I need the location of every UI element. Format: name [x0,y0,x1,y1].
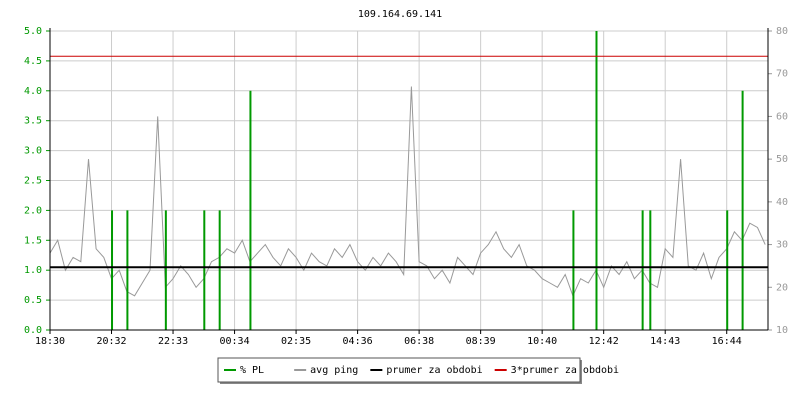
x-tick-label: 00:34 [220,336,250,347]
legend-label: prumer za obdobi [386,365,482,376]
y2-tick-label: 20 [776,282,788,293]
y-tick-label: 0.0 [24,325,42,336]
legend [217,357,581,383]
x-tick-label: 06:38 [404,336,434,347]
y-tick-label: 4.5 [24,56,42,67]
y-tick-label: 2.0 [24,205,42,216]
x-tick-label: 16:44 [712,336,742,347]
x-tick-label: 18:30 [35,336,65,347]
y2-tick-label: 60 [776,111,788,122]
y2-tick-label: 50 [776,154,788,165]
x-tick-label: 10:40 [527,336,557,347]
y2-tick-label: 70 [776,69,788,80]
x-tick-label: 12:42 [589,336,619,347]
x-tick-label: 04:36 [343,336,373,347]
y-tick-label: 5.0 [24,26,42,37]
y2-tick-label: 10 [776,325,788,336]
y2-tick-label: 80 [776,26,788,37]
y-tick-label: 1.5 [24,235,42,246]
x-tick-label: 14:43 [650,336,680,347]
y-tick-label: 1.0 [24,265,42,276]
x-tick-label: 02:35 [281,336,311,347]
legend-label: % PL [240,365,264,376]
y2-tick-label: 40 [776,197,788,208]
x-tick-label: 22:33 [158,336,188,347]
y-tick-label: 2.5 [24,176,42,187]
y-tick-label: 0.5 [24,295,42,306]
y-tick-label: 3.0 [24,146,42,157]
y-tick-label: 4.0 [24,86,42,97]
x-tick-label: 20:32 [96,336,126,347]
y-tick-label: 3.5 [24,116,42,127]
legend-label: avg ping [310,365,358,376]
x-tick-label: 08:39 [466,336,496,347]
legend-label: 3*prumer za obdobi [511,365,619,376]
chart-title: 109.164.69.141 [358,9,442,20]
y2-tick-label: 30 [776,240,788,251]
ping-line [49,86,766,298]
